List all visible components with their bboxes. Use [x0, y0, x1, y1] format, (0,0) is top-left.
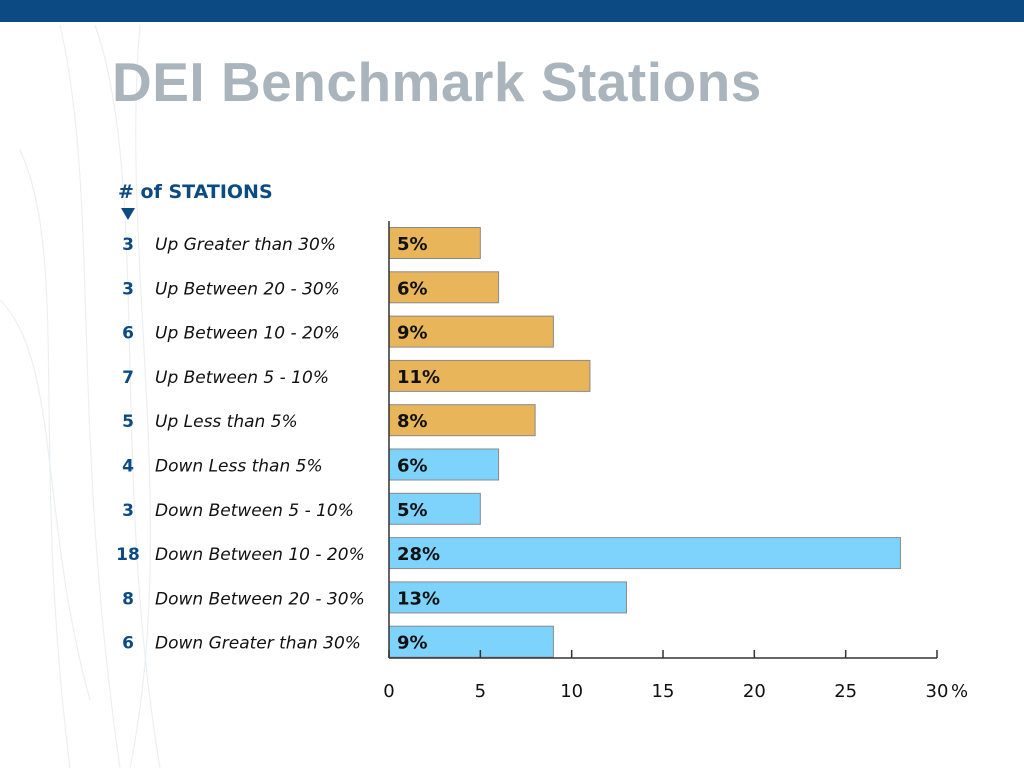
- category-label: Up Between 10 - 20%: [155, 324, 340, 344]
- x-tick-label: 5: [475, 681, 486, 702]
- bar: [388, 227, 481, 259]
- station-count: 7: [122, 368, 134, 388]
- category-label: Down Between 20 - 30%: [155, 589, 365, 609]
- station-count: 5: [122, 412, 134, 432]
- data-label: 6%: [397, 456, 428, 477]
- data-label: 9%: [397, 633, 428, 654]
- data-label: 11%: [397, 367, 440, 388]
- bar: [388, 271, 500, 304]
- x-tick-label: 15: [652, 681, 675, 702]
- station-count: 18: [116, 545, 140, 565]
- station-count: 6: [122, 324, 134, 344]
- category-label: Up Greater than 30%: [155, 235, 336, 255]
- station-count: 3: [122, 501, 134, 521]
- top-banner: [0, 0, 1024, 22]
- station-count: 3: [122, 235, 134, 255]
- bar: [388, 448, 500, 481]
- category-label: Up Between 20 - 30%: [155, 279, 340, 299]
- category-label: Down Between 5 - 10%: [155, 501, 354, 521]
- category-label: Down Greater than 30%: [155, 634, 361, 654]
- station-count: 6: [122, 634, 134, 654]
- x-tick-label: 20: [743, 681, 766, 702]
- data-label: 28%: [397, 544, 440, 565]
- x-tick-label: 30: [926, 681, 949, 702]
- x-axis-unit: %: [951, 681, 968, 702]
- down-arrow-icon: [121, 208, 135, 220]
- bar: [388, 625, 554, 658]
- bar: [388, 537, 901, 570]
- station-count: 4: [122, 457, 134, 477]
- data-label: 6%: [397, 278, 428, 299]
- data-label: 8%: [397, 411, 428, 432]
- data-label: 13%: [397, 588, 440, 609]
- station-count: 3: [122, 279, 134, 299]
- x-tick-label: 0: [383, 681, 394, 702]
- slide-title: DEI Benchmark Stations: [112, 51, 762, 113]
- category-label: Up Between 5 - 10%: [155, 368, 329, 388]
- data-label: 9%: [397, 323, 428, 344]
- count-column-header: # of STATIONS: [118, 181, 273, 203]
- bar: [388, 359, 591, 392]
- category-label: Up Less than 5%: [155, 412, 298, 432]
- x-tick-label: 10: [560, 681, 583, 702]
- data-label: 5%: [397, 500, 428, 521]
- data-label: 5%: [397, 234, 428, 255]
- x-tick-label: 25: [834, 681, 857, 702]
- station-count: 8: [122, 589, 134, 609]
- category-label: Down Between 10 - 20%: [155, 545, 365, 565]
- category-label: Down Less than 5%: [155, 457, 323, 477]
- bar: [388, 581, 627, 614]
